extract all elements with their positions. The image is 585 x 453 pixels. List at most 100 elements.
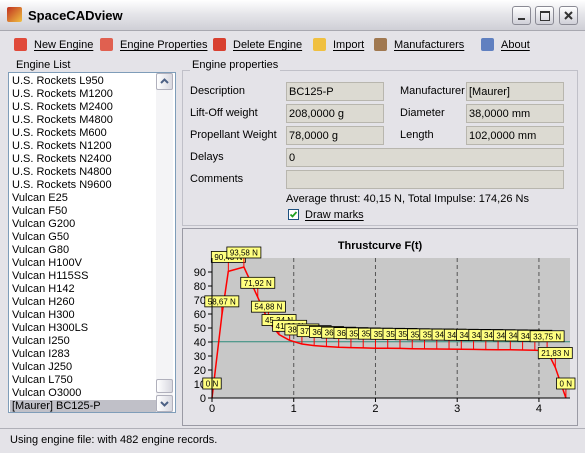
engine-list-item[interactable]: Vulcan H260 bbox=[12, 296, 75, 308]
engine-list-item[interactable]: Vulcan G200 bbox=[12, 218, 76, 230]
value-label-box bbox=[529, 330, 565, 343]
value-label-box bbox=[226, 246, 262, 259]
properties-label: Engine properties bbox=[190, 59, 281, 71]
status-bar: Using engine file: with 482 engine recor… bbox=[0, 428, 585, 453]
draw-marks-label[interactable]: Draw marks bbox=[305, 209, 364, 221]
close-button[interactable] bbox=[559, 6, 578, 25]
value-label: 93,58 N bbox=[230, 248, 258, 257]
field-box[interactable]: 0 bbox=[286, 148, 564, 167]
engine-list-item[interactable]: Vulcan G80 bbox=[12, 244, 70, 256]
engine-list-item[interactable]: U.S. Rockets M600 bbox=[12, 127, 107, 139]
toolbar-icon bbox=[213, 38, 226, 51]
field-label: Propellant Weight bbox=[190, 129, 277, 141]
value-label: 54,88 N bbox=[254, 303, 282, 312]
engine-list-item[interactable]: Vulcan I283 bbox=[12, 348, 70, 360]
maximize-button[interactable] bbox=[535, 6, 554, 25]
toolbar-button-label: Import bbox=[333, 39, 365, 51]
field-label: Comments bbox=[190, 173, 244, 185]
field-label: Diameter bbox=[400, 107, 445, 119]
field-label: Length bbox=[400, 129, 434, 141]
toolbar-icon bbox=[374, 38, 387, 51]
y-tick-label: 0 bbox=[200, 393, 206, 405]
engine-list-label: Engine List bbox=[16, 59, 71, 71]
y-tick-label: 30 bbox=[194, 351, 206, 363]
toolbar-button-label: Engine Properties bbox=[120, 39, 208, 51]
thrust-chart: Thrustcurve F(t) 0 1 2 3 4010203040506070809… bbox=[194, 240, 576, 415]
field-box[interactable]: 208,0000 g bbox=[286, 104, 384, 123]
x-tick-label: 4 bbox=[536, 403, 542, 415]
y-tick-label: 50 bbox=[194, 323, 206, 335]
field-box[interactable]: 78,0000 g bbox=[286, 126, 384, 145]
y-tick-label: 90 bbox=[194, 267, 206, 279]
scroll-thumb[interactable] bbox=[156, 379, 173, 393]
field-box[interactable]: [Maurer] bbox=[466, 82, 564, 101]
engine-list-item[interactable]: Vulcan H300LS bbox=[12, 322, 89, 334]
engine-list-item[interactable]: U.S. Rockets N2400 bbox=[12, 153, 112, 165]
value-label-box bbox=[537, 347, 573, 359]
value-label-box bbox=[204, 295, 240, 308]
field-box[interactable]: 102,0000 mm bbox=[466, 126, 564, 145]
engine-list-item[interactable]: U.S. Rockets L950 bbox=[12, 75, 104, 87]
engine-list: U.S. Rockets L950 U.S. Rockets M1200 U.S. … bbox=[8, 72, 176, 413]
value-label-box bbox=[556, 377, 576, 390]
value-label-box bbox=[250, 300, 286, 313]
toolbar-icon bbox=[313, 38, 326, 51]
engine-list-item[interactable]: Vulcan H100V bbox=[12, 257, 82, 269]
field-box[interactable]: 38,0000 mm bbox=[466, 104, 564, 123]
scrollbar bbox=[156, 73, 173, 412]
engine-list-item[interactable]: Vulcan G50 bbox=[12, 231, 70, 243]
engine-list-item[interactable]: U.S. Rockets N9600 bbox=[12, 179, 112, 191]
x-tick-label: 2 bbox=[372, 403, 378, 415]
properties-frame bbox=[182, 70, 578, 226]
toolbar-icon bbox=[14, 38, 27, 51]
toolbar-icon bbox=[481, 38, 494, 51]
field-label: Delays bbox=[190, 151, 224, 163]
engine-list-item[interactable]: Vulcan J250 bbox=[12, 361, 73, 373]
x-tick-label: 1 bbox=[291, 403, 297, 415]
engine-list-item[interactable]: U.S. Rockets M2400 bbox=[12, 101, 113, 113]
app-icon bbox=[7, 7, 22, 22]
engine-list-item[interactable]: Vulcan I250 bbox=[12, 335, 70, 347]
y-tick-label: 70 bbox=[194, 295, 206, 307]
x-tick-label: 0 bbox=[209, 403, 215, 415]
value-label: 21,83 N bbox=[541, 349, 569, 358]
engine-list-item[interactable]: Vulcan E25 bbox=[12, 192, 68, 204]
minimize-button[interactable] bbox=[512, 6, 531, 25]
x-tick-label: 3 bbox=[454, 403, 460, 415]
scroll-down[interactable] bbox=[156, 395, 173, 412]
engine-list-item[interactable]: Vulcan L750 bbox=[12, 374, 73, 386]
toolbar-button-label: New Engine bbox=[34, 39, 94, 51]
chart-panel: Thrustcurve F(t) 0 1 2 3 4 0 10 20 30 40 50 60 70 80 9… bbox=[182, 228, 578, 426]
engine-list-item[interactable]: U.S. Rockets M1200 bbox=[12, 88, 113, 100]
engine-list-item[interactable]: U.S. Rockets M4800 bbox=[12, 114, 113, 126]
y-tick-label: 60 bbox=[194, 309, 206, 321]
summary: Average thrust: 40,15 N, Total Impulse: … bbox=[286, 193, 529, 205]
engine-list-item[interactable]: Vulcan O3000 bbox=[12, 387, 82, 399]
engine-list-item[interactable]: U.S. Rockets N4800 bbox=[12, 166, 112, 178]
y-tick-label: 20 bbox=[194, 365, 206, 377]
chart-title: Thrustcurve F(t) bbox=[338, 240, 423, 252]
toolbar-button-label: Delete Engine bbox=[233, 39, 303, 51]
engine-list-item[interactable]: Vulcan H142 bbox=[12, 283, 75, 295]
field-label: Description bbox=[190, 85, 246, 97]
engine-list-item[interactable]: U.S. Rockets N1200 bbox=[12, 140, 112, 152]
value-label: 58,67 N bbox=[208, 297, 236, 306]
scroll-up[interactable] bbox=[156, 73, 173, 90]
field-box[interactable]: BC125-P bbox=[286, 82, 384, 101]
engine-list-item[interactable]: [Maurer] BC125-P bbox=[10, 400, 157, 412]
title-bar: SpaceCADview bbox=[0, 0, 585, 31]
y-tick-label: 80 bbox=[194, 281, 206, 293]
value-label: 0 N bbox=[560, 380, 573, 389]
toolbar-icon bbox=[100, 38, 113, 51]
value-label: 71,92 N bbox=[244, 279, 272, 288]
toolbar-button-label: About bbox=[501, 39, 530, 51]
status-text: Using engine file: with 482 engine recor… bbox=[10, 434, 218, 446]
engine-list-item[interactable]: Vulcan H300 bbox=[12, 309, 75, 321]
engine-list-item[interactable]: Vulcan H115SS bbox=[12, 270, 89, 282]
engine-list-item[interactable]: Vulcan F50 bbox=[12, 205, 68, 217]
toolbar-button-label: Manufacturers bbox=[394, 39, 465, 51]
field-box[interactable] bbox=[286, 170, 564, 189]
field-label: Lift-Off weight bbox=[190, 107, 258, 119]
draw-marks-checkbox[interactable] bbox=[288, 209, 299, 220]
